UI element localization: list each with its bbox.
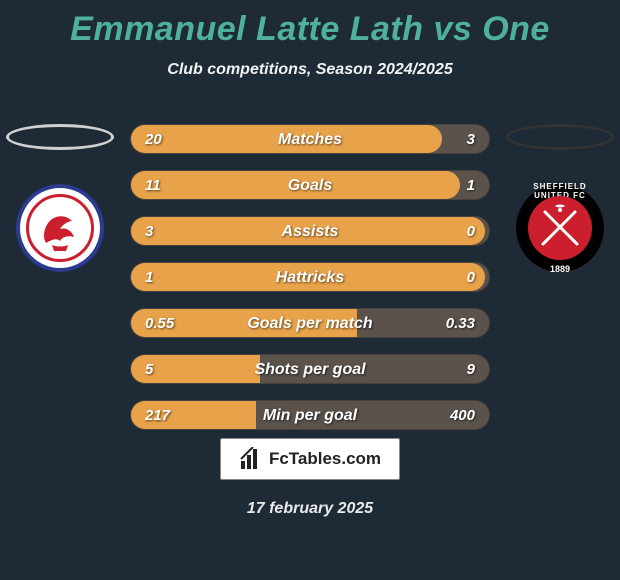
player-left-silhouette <box>6 124 114 150</box>
team-right-bottom-text: 1889 <box>516 264 604 274</box>
footer-date: 17 february 2025 <box>0 500 620 518</box>
brand-text: FcTables.com <box>269 449 381 469</box>
stat-row: 1 Hattricks 0 <box>130 262 490 292</box>
stat-label: Goals <box>131 171 489 199</box>
stat-row: 3 Assists 0 <box>130 216 490 246</box>
stat-row: 5 Shots per goal 9 <box>130 354 490 384</box>
stat-right-value: 0 <box>467 217 475 245</box>
stat-label: Matches <box>131 125 489 153</box>
page-title: Emmanuel Latte Lath vs One <box>0 0 620 49</box>
comparison-card: Emmanuel Latte Lath vs One Club competit… <box>0 0 620 580</box>
brand-link[interactable]: FcTables.com <box>220 438 400 480</box>
stat-row: 0.55 Goals per match 0.33 <box>130 308 490 338</box>
stat-row: 11 Goals 1 <box>130 170 490 200</box>
stat-right-value: 0 <box>467 263 475 291</box>
stat-row: 217 Min per goal 400 <box>130 400 490 430</box>
comparison-body: SHEFFIELD UNITED FC <box>0 100 620 440</box>
stat-right-value: 1 <box>467 171 475 199</box>
stat-rows: 20 Matches 3 11 Goals 1 3 Assists 0 1 Ha… <box>130 124 490 446</box>
page-subtitle: Club competitions, Season 2024/2025 <box>0 61 620 79</box>
team-right-crest-inner <box>528 196 592 260</box>
player-right-col: SHEFFIELD UNITED FC <box>500 100 620 440</box>
team-left-crest-inner <box>26 194 94 262</box>
stat-right-value: 400 <box>450 401 475 429</box>
stat-label: Shots per goal <box>131 355 489 383</box>
lion-icon <box>32 203 88 259</box>
team-right-crest: SHEFFIELD UNITED FC <box>516 184 604 272</box>
stat-right-value: 9 <box>467 355 475 383</box>
player-right-silhouette <box>506 124 614 150</box>
stat-label: Goals per match <box>131 309 489 337</box>
player-left-col <box>0 100 120 440</box>
stat-label: Hattricks <box>131 263 489 291</box>
stat-right-value: 3 <box>467 125 475 153</box>
stat-label: Min per goal <box>131 401 489 429</box>
swords-icon <box>535 202 585 252</box>
stat-row: 20 Matches 3 <box>130 124 490 154</box>
stat-right-value: 0.33 <box>446 309 475 337</box>
stat-label: Assists <box>131 217 489 245</box>
team-left-crest <box>16 184 104 272</box>
bars-icon <box>239 447 263 471</box>
